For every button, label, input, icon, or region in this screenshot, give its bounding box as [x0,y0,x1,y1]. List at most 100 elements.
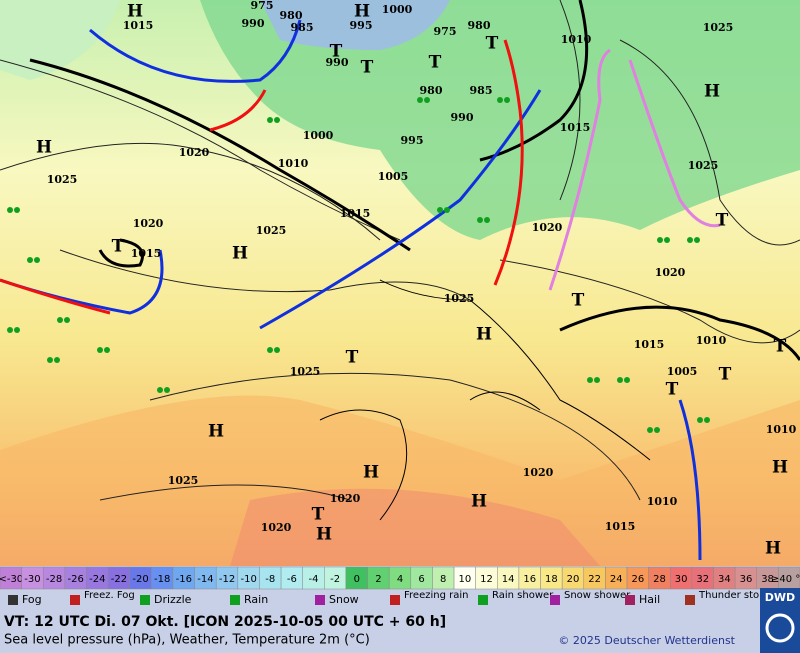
legend-icon [685,595,695,605]
rain-symbol [267,347,273,353]
legend-label: Fog [22,593,42,606]
isobar-label: 1025 [444,292,475,305]
rain-symbol [437,207,443,213]
rain-symbol [694,237,700,243]
isobar-label: 1025 [290,365,321,378]
isobar-label: 1025 [703,21,734,34]
isobar-label: 1005 [378,170,409,183]
rain-symbol [497,97,503,103]
scale-label: 36 [740,574,753,585]
cold-front [89,19,302,83]
rain-symbol [27,257,33,263]
cold-front [678,399,702,561]
isobar-label: 1020 [532,221,563,234]
pressure-center: T [666,380,679,400]
isobar-label: 990 [326,56,349,69]
isobar-label: 1025 [256,224,287,237]
legend-label: Snow shower [564,590,631,601]
pressure-center: T [774,337,787,357]
isobar-label: 1010 [647,495,678,508]
pressure-center: H [363,463,379,483]
rain-symbol [424,97,430,103]
scale-label: -8 [265,574,275,585]
scale-label: -6 [287,574,297,585]
pressure-center: T [429,53,442,73]
legend-label: Rain shower [492,590,554,601]
rain-symbol [64,317,70,323]
scale-label: -20 [132,574,148,585]
legend-icon [8,595,18,605]
isobar-label: 1025 [47,173,78,186]
scale-label: 0 [354,574,360,585]
pressure-center: H [208,422,224,442]
scale-label: -14 [197,574,213,585]
isobar-label: 1015 [123,19,154,32]
scale-label: -16 [176,574,192,585]
scale-label: -26 [68,574,84,585]
legend-label: Rain [244,593,268,606]
warm-area [0,395,800,566]
scale-label: 34 [718,574,731,585]
rain-symbol [587,377,593,383]
scale-label: 16 [523,574,536,585]
scale-label: -10 [240,574,256,585]
isobar-label: 980 [280,9,303,22]
rain-symbol [104,347,110,353]
scale-label: -18 [154,574,170,585]
scale-label: 2 [375,574,381,585]
logo-mark [765,613,795,643]
legend-label: Thunder storm [698,590,773,601]
scale-label: 22 [588,574,601,585]
pressure-center: H [354,2,370,22]
scale-label: 10 [458,574,471,585]
isobar-label: 1020 [133,217,164,230]
pressure-center: T [346,348,359,368]
scale-label: -30 [24,574,40,585]
pressure-center: T [312,505,325,525]
scale-label: 30 [675,574,688,585]
cold-area [260,0,450,50]
rain-symbol [54,357,60,363]
pressure-center: H [36,138,52,158]
isobar-label: 1020 [330,492,361,505]
scale-label: 26 [631,574,644,585]
pressure-center: T [112,237,125,257]
copyright: © 2025 Deutscher Wetterdienst [558,634,735,647]
rain-symbol [274,117,280,123]
legend-icon [140,595,150,605]
isobar-label: 1000 [303,129,334,142]
pressure-center: H [476,325,492,345]
isobar-label: 1020 [523,466,554,479]
scale-label: 14 [502,574,515,585]
scale-label: ≥40 °C [771,574,800,585]
scale-label: 28 [653,574,666,585]
rain-symbol [664,237,670,243]
legend-icon [230,595,240,605]
weather-symbols [7,97,710,433]
legend-icon [315,595,325,605]
scale-label: -4 [309,574,319,585]
coastline [319,279,651,521]
rain-symbol [594,377,600,383]
rain-symbol [164,387,170,393]
isobar-label: 1025 [168,474,199,487]
rain-symbol [657,237,663,243]
occluded-front [548,48,611,291]
pressure-center: H [765,539,781,559]
pressure-center: H [127,2,143,22]
isobar-label: 1015 [605,520,636,533]
rain-symbol [7,327,13,333]
scale-label: 6 [418,574,424,585]
isobar-label: 1015 [131,247,162,260]
isobar-label: 1010 [561,33,592,46]
isobar-label: 1025 [688,159,719,172]
legend-icon [478,595,488,605]
rain-symbol [624,377,630,383]
pressure-center: H [772,458,788,478]
isobar-label: 1010 [278,157,309,170]
isobar-label: 990 [451,111,474,124]
pressure-center: T [330,42,343,62]
scale-label: 4 [397,574,403,585]
